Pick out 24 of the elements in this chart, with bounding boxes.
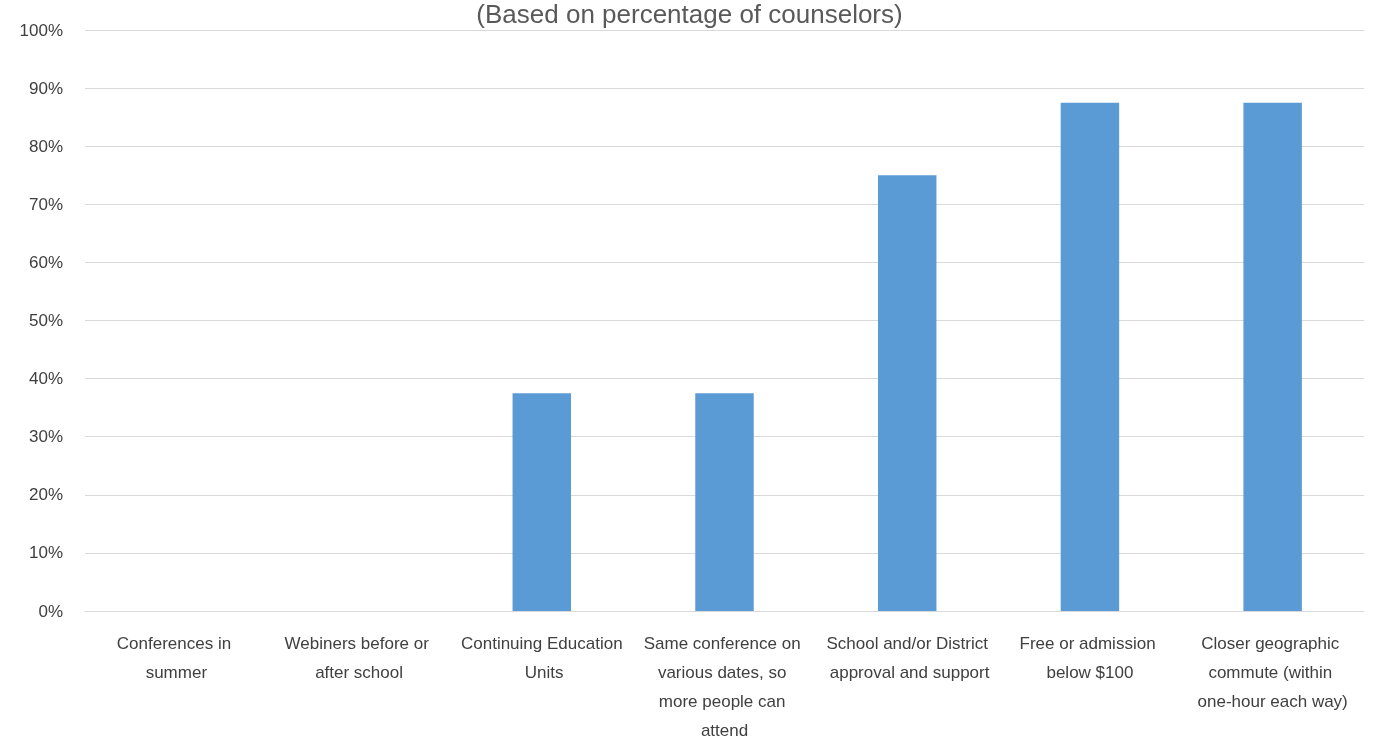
y-tick-label: 80%: [28, 136, 63, 156]
x-tick-label: Free or admission below $100: [1019, 634, 1161, 682]
bar: [512, 393, 572, 611]
y-tick-label: 10%: [28, 543, 63, 563]
bar: [1243, 102, 1302, 611]
bar: [877, 175, 937, 611]
y-tick-label: 20%: [28, 485, 63, 505]
chart-title: (Based on percentage of counselors): [476, 0, 903, 29]
y-tick-label: 60%: [28, 252, 63, 272]
y-tick-label: 90%: [28, 78, 63, 98]
x-tick-label: Conferences in summer: [116, 634, 236, 682]
x-tick-label: Webiners before or after school: [284, 634, 434, 682]
y-tick-label: 0%: [38, 601, 63, 621]
y-tick-label: 40%: [28, 369, 63, 389]
x-tick-label: Closer geographic commute (within one-hour each way): [1197, 634, 1348, 711]
bar: [695, 393, 754, 611]
y-tick-label: 30%: [28, 427, 63, 447]
bar: [1060, 102, 1120, 611]
x-tick-label: Continuing Education Units: [460, 634, 623, 682]
y-tick-label: 100%: [19, 20, 63, 40]
y-tick-label: 50%: [28, 311, 63, 330]
x-tick-label: Same conference on various dates, so more people can attend: [643, 634, 806, 740]
y-tick-label: 70%: [28, 194, 63, 214]
x-tick-label: School and/or District approval and support: [824, 634, 990, 682]
